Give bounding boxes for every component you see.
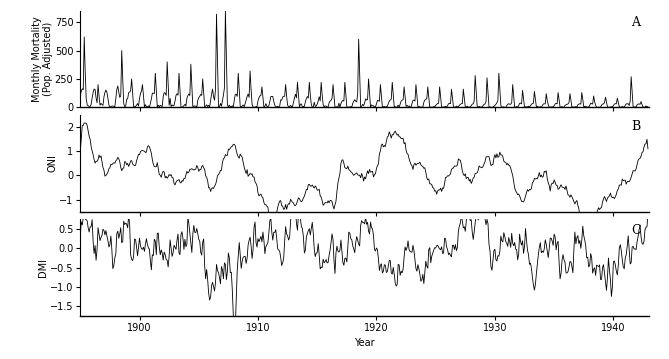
Text: C: C bbox=[631, 224, 640, 237]
Y-axis label: ONI: ONI bbox=[47, 154, 58, 172]
Text: A: A bbox=[632, 15, 640, 29]
Text: B: B bbox=[631, 120, 640, 133]
Y-axis label: DMI: DMI bbox=[38, 258, 48, 277]
Y-axis label: Monthly Mortality
(Pop. Adjusted): Monthly Mortality (Pop. Adjusted) bbox=[31, 16, 54, 102]
X-axis label: Year: Year bbox=[355, 339, 375, 349]
